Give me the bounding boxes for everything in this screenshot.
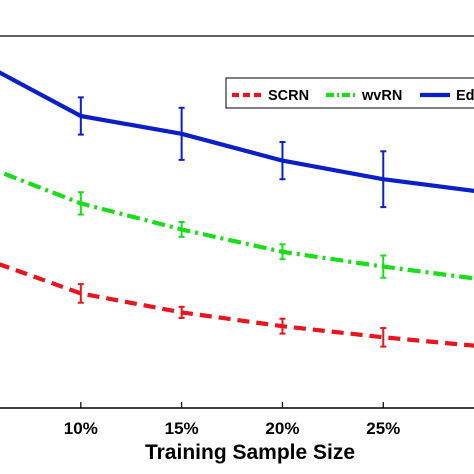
- series-layer: [0, 70, 474, 348]
- legend-label-wvrn: wvRN: [361, 88, 402, 104]
- error-bar-ed-25: [380, 150, 387, 209]
- series-line-scrn: [0, 262, 474, 348]
- x-tick-label-1: 10%: [64, 419, 98, 438]
- error-bar-wvrn-10: [77, 191, 84, 216]
- error-bar-scrn-20: [279, 317, 286, 335]
- series-line-ed: [0, 70, 474, 194]
- legend-label-scrn: SCRN: [268, 88, 309, 104]
- error-bar-ed-20: [279, 141, 286, 181]
- x-tick-label-2: 15%: [165, 419, 199, 438]
- x-tick-label-4: 25%: [366, 419, 400, 438]
- x-tick-label-3: 20%: [265, 419, 299, 438]
- error-bar-scrn-10: [77, 283, 84, 304]
- error-bar-scrn-15: [178, 305, 185, 319]
- error-bar-ed-10: [77, 96, 84, 136]
- error-bar-wvrn-25: [380, 254, 387, 279]
- error-bar-ed-15: [178, 106, 185, 161]
- x-axis-label: Training Sample Size: [145, 441, 355, 464]
- legend: SCRN wvRN Ed: [225, 77, 474, 109]
- series-line-wvrn: [0, 169, 474, 281]
- legend-label-ed: Ed: [456, 88, 474, 104]
- error-bar-wvrn-20: [279, 243, 286, 261]
- x-tick-layer: 10% 15% 20% 25%: [64, 402, 400, 438]
- error-bar-wvrn-15: [178, 221, 185, 238]
- error-bar-scrn-25: [380, 327, 387, 348]
